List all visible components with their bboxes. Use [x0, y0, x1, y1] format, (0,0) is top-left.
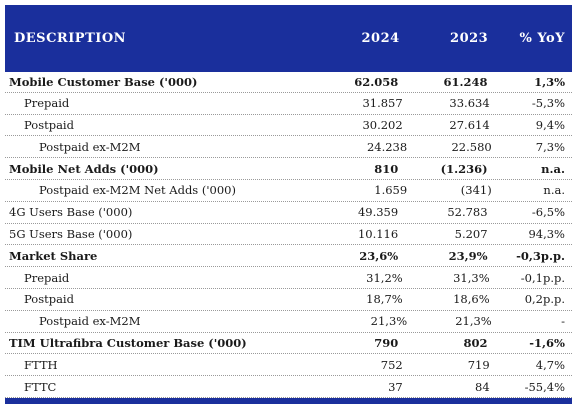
- cell-yoy: 9,4%: [535, 117, 566, 132]
- cell-yoy: -5,3%: [531, 96, 566, 111]
- table-row: Prepaid 31,2% 31,3% -0,1p.p.: [5, 267, 572, 289]
- row-description: Postpaid ex-M2M Net Adds ('000): [39, 183, 236, 198]
- cell-yoy: 7,3%: [535, 139, 565, 154]
- cell-yoy: 94,3%: [528, 226, 565, 241]
- cell-2023: 22.580: [451, 139, 492, 154]
- row-description: Prepaid: [24, 96, 70, 111]
- row-description: Postpaid ex-M2M: [39, 139, 141, 154]
- table-row: FTTH 752 719 4,7%: [5, 354, 572, 377]
- row-description: FTTH: [24, 357, 58, 372]
- table-row: Postpaid 30.202 27.614 9,4%: [5, 115, 572, 137]
- cell-2024: 810: [374, 161, 399, 176]
- table-footer-bar: [5, 397, 572, 404]
- table-row: FTTC 37 84 -55,4%: [5, 376, 572, 398]
- cell-2023: 84: [475, 379, 490, 394]
- cell-2023: 719: [467, 357, 490, 372]
- header-2024: 2024: [361, 30, 400, 46]
- table-row: Mobile Net Adds ('000) 810 (1.236) n.a.: [5, 158, 572, 180]
- header-2023: 2023: [450, 30, 489, 46]
- row-description: Prepaid: [24, 270, 70, 285]
- cell-2024: 18,7%: [366, 292, 403, 307]
- cell-2023: 33.634: [449, 96, 490, 111]
- cell-yoy: -0,1p.p.: [520, 270, 566, 285]
- cell-2024: 31,2%: [366, 270, 403, 285]
- table-row: Postpaid ex-M2M 21,3% 21,3% -: [5, 311, 572, 333]
- table-body: Mobile Customer Base ('000) 62.058 61.248 1…: [5, 71, 572, 398]
- cell-2024: 62.058: [354, 74, 399, 89]
- header-yoy: % YoY: [519, 30, 565, 46]
- row-description: Mobile Net Adds ('000): [9, 161, 159, 176]
- table-header: DESCRIPTION 2024 2023 % YoY: [5, 5, 572, 71]
- cell-2024: 10.116: [357, 226, 399, 241]
- cell-yoy: -: [561, 314, 565, 329]
- table-row: 5G Users Base ('000) 10.116 5.207 94,3%: [5, 224, 572, 246]
- row-description: Postpaid: [24, 117, 74, 132]
- cell-2023: 23,9%: [448, 248, 488, 263]
- table-row: Postpaid ex-M2M Net Adds ('000) 1.659 (341…: [5, 180, 572, 202]
- table-row: TIM Ultrafibra Customer Base ('000) 790 80…: [5, 333, 572, 355]
- cell-2023: 61.248: [443, 74, 488, 89]
- cell-2024: 24.238: [366, 139, 408, 154]
- table-row: Mobile Customer Base ('000) 62.058 61.248 1…: [5, 71, 572, 93]
- cell-2023: 31,3%: [453, 270, 490, 285]
- cell-2024: 49.359: [357, 205, 399, 220]
- table-row: Postpaid ex-M2M 24.238 22.580 7,3%: [5, 136, 572, 159]
- cell-2024: 1.659: [374, 183, 408, 198]
- cell-yoy: -55,4%: [524, 379, 566, 394]
- table-row: Prepaid 31.857 33.634 -5,3%: [5, 93, 572, 115]
- table-row: Postpaid 18,7% 18,6% 0,2p.p.: [5, 289, 572, 311]
- cell-2023: 21,3%: [455, 314, 492, 329]
- cell-2024: 752: [380, 357, 403, 372]
- cell-2024: 21,3%: [370, 314, 408, 329]
- row-description: Market Share: [9, 248, 98, 263]
- row-description: Mobile Customer Base ('000): [9, 74, 198, 89]
- table-row: 4G Users Base ('000) 49.359 52.783 -6,5%: [5, 202, 572, 224]
- cell-2023: (1.236): [440, 161, 488, 176]
- row-description: Postpaid: [24, 292, 74, 307]
- row-description: 4G Users Base ('000): [9, 205, 133, 220]
- cell-yoy: n.a.: [543, 183, 565, 198]
- cell-2023: 5.207: [454, 226, 488, 241]
- cell-yoy: 0,2p.p.: [524, 292, 566, 307]
- kpi-table: DESCRIPTION 2024 2023 % YoY Mobile Custo…: [5, 5, 572, 404]
- cell-2023: 27.614: [449, 117, 490, 132]
- cell-2024: 23,6%: [359, 248, 399, 263]
- table-row: Market Share 23,6% 23,9% -0,3p.p.: [5, 245, 572, 268]
- row-description: FTTC: [24, 379, 57, 394]
- cell-yoy: 4,7%: [535, 357, 566, 372]
- cell-yoy: -1,6%: [529, 335, 565, 350]
- cell-2024: 790: [374, 335, 399, 350]
- cell-yoy: 1,3%: [534, 74, 565, 89]
- cell-yoy: -6,5%: [531, 205, 565, 220]
- cell-2023: 52.783: [447, 205, 488, 220]
- cell-2024: 30.202: [362, 117, 403, 132]
- row-description: 5G Users Base ('000): [9, 226, 133, 241]
- cell-2023: 18,6%: [453, 292, 490, 307]
- row-description: TIM Ultrafibra Customer Base ('000): [9, 335, 247, 350]
- cell-2023: (341): [460, 183, 492, 198]
- cell-2024: 37: [388, 379, 403, 394]
- row-description: Postpaid ex-M2M: [39, 314, 141, 329]
- cell-2024: 31.857: [362, 96, 403, 111]
- header-description: DESCRIPTION: [14, 30, 127, 46]
- cell-yoy: -0,3p.p.: [516, 248, 565, 263]
- cell-2023: 802: [463, 335, 488, 350]
- cell-yoy: n.a.: [541, 161, 565, 176]
